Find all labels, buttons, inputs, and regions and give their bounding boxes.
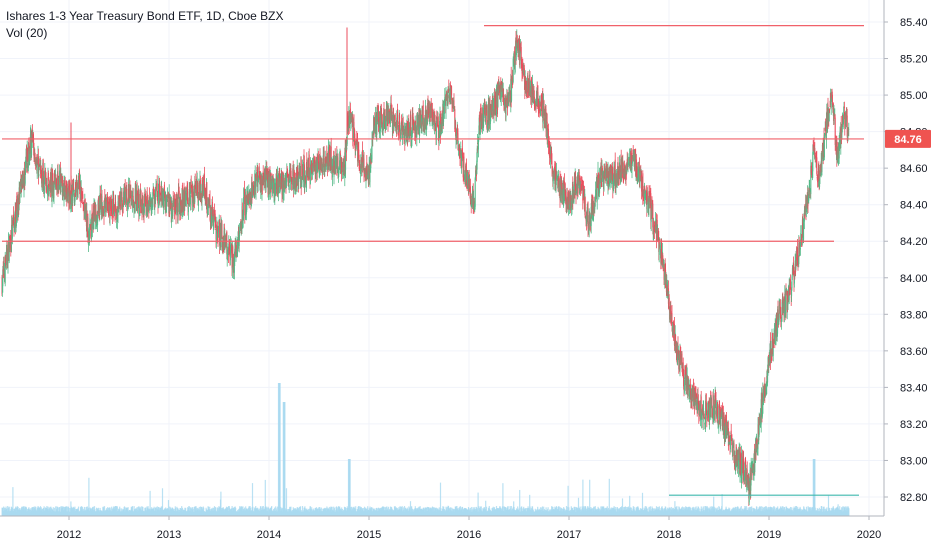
candle-body [73, 187, 74, 190]
candle-body [218, 238, 219, 240]
candle-body [521, 47, 522, 60]
candle-body [157, 183, 158, 192]
candle-body [155, 192, 156, 200]
candle-body [188, 207, 189, 212]
candle-body [65, 181, 66, 187]
candle-body [397, 109, 398, 121]
volume-bar [284, 402, 285, 516]
candle-body [112, 215, 113, 217]
candle-body [153, 188, 154, 192]
candle-body [164, 185, 165, 195]
candle-body [35, 158, 36, 160]
candle-body [38, 174, 39, 176]
candle-body [520, 52, 521, 64]
candle-body [565, 184, 566, 189]
candle-body [44, 186, 45, 194]
candle-body [345, 152, 346, 170]
candle-body [215, 225, 216, 226]
candle-body [178, 203, 179, 217]
candle-body [39, 166, 40, 170]
candle-body [222, 224, 223, 239]
candle-body [364, 174, 365, 175]
candle-body [402, 133, 403, 138]
candle-body [49, 190, 50, 195]
volume-bar [280, 383, 281, 516]
candle-body [294, 172, 295, 178]
candle-body [74, 190, 75, 191]
candle-body [475, 178, 476, 206]
candle-layer [1, 27, 849, 505]
candle-body [97, 216, 98, 225]
candle-body [451, 86, 452, 95]
candle-body [89, 224, 90, 240]
candle-body [460, 146, 461, 147]
grid-layer [0, 0, 884, 516]
candle-body [448, 92, 449, 103]
candle-body [289, 185, 290, 190]
candle-body [197, 185, 198, 193]
candle-body [48, 173, 49, 181]
candle-body [195, 179, 196, 180]
candle-body [239, 231, 240, 234]
candle-body [20, 190, 21, 194]
candle-body [258, 181, 259, 191]
candle-body [324, 147, 325, 168]
candle-body [448, 89, 449, 92]
volume-bar [848, 508, 849, 516]
candle-body [423, 105, 424, 126]
candle-body [52, 169, 53, 173]
candle-body [364, 159, 365, 174]
volume-bar [88, 478, 89, 516]
candle-body [160, 198, 161, 200]
candle-body [540, 109, 541, 116]
candle-body [306, 159, 307, 168]
candle-body [324, 166, 325, 171]
candle-body [190, 195, 191, 204]
candle-body [82, 194, 83, 199]
candle-body [395, 115, 396, 120]
candle-body [90, 223, 91, 224]
candle-body [346, 148, 347, 149]
candle-body [37, 164, 38, 174]
candle-body [436, 121, 437, 138]
volume-bar [814, 459, 815, 516]
